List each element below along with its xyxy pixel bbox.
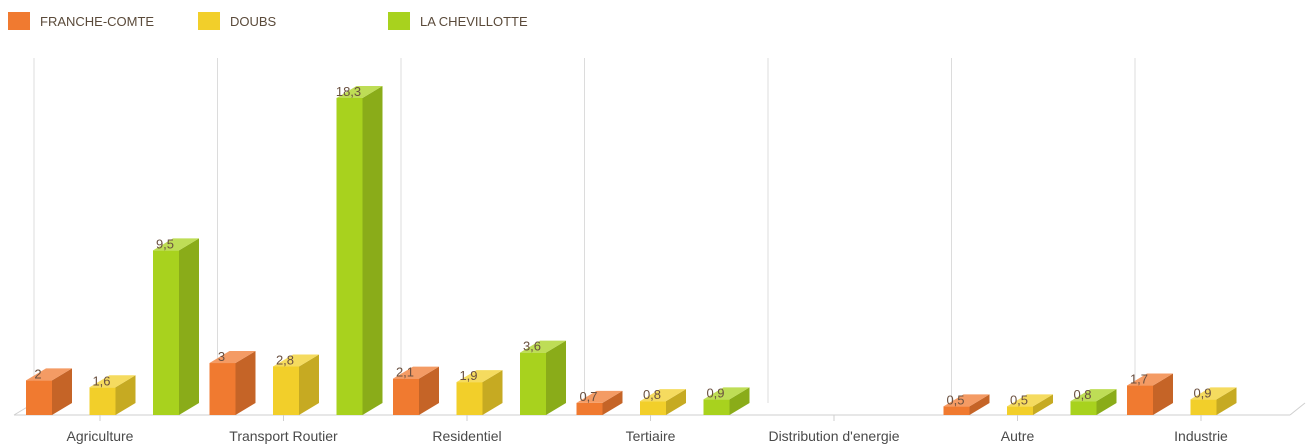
bar-side xyxy=(546,340,566,415)
bar-top xyxy=(153,238,199,251)
bar xyxy=(1007,406,1033,415)
x-tick-label: Autre xyxy=(1001,428,1035,444)
bar-top xyxy=(640,389,686,402)
data-label: 0,9 xyxy=(1193,385,1211,400)
bar-top xyxy=(336,86,383,98)
data-label: 1,7 xyxy=(1130,372,1148,387)
data-label: 18,3 xyxy=(336,84,361,99)
bar-top xyxy=(1127,373,1173,386)
bar-top xyxy=(576,390,623,403)
data-label: 0,8 xyxy=(643,387,661,402)
bar xyxy=(209,363,236,415)
bar-top xyxy=(520,340,566,353)
bar-side xyxy=(1153,373,1173,415)
data-label: 3 xyxy=(218,349,225,364)
bar-side xyxy=(1033,394,1053,415)
bar-side xyxy=(362,86,383,415)
data-label: 0,5 xyxy=(1010,392,1028,407)
data-label: 3,6 xyxy=(523,339,541,354)
bar xyxy=(456,382,483,415)
bar-top xyxy=(393,366,439,379)
bar-side xyxy=(729,387,750,415)
bar-side xyxy=(1216,387,1237,415)
legend-label-doubs: DOUBS xyxy=(230,14,277,29)
data-label: 2 xyxy=(34,366,41,381)
bar-side xyxy=(419,366,439,415)
bar-top xyxy=(943,394,990,407)
bar xyxy=(943,406,970,415)
bar-side xyxy=(602,390,623,415)
bar xyxy=(273,366,299,415)
bar xyxy=(520,352,546,415)
bar-top xyxy=(1070,389,1117,402)
bar-top xyxy=(209,351,256,364)
bar xyxy=(703,399,730,415)
bar xyxy=(153,250,179,415)
bar-side xyxy=(1096,389,1117,415)
bar-side xyxy=(482,370,503,415)
legend-label-franche-comte: FRANCHE-COMTE xyxy=(40,14,155,29)
data-label: 0,5 xyxy=(946,392,964,407)
bar-side xyxy=(666,389,686,415)
x-tick-label: Tertiaire xyxy=(626,428,676,444)
data-label: 0,7 xyxy=(579,389,597,404)
bar xyxy=(26,380,52,415)
legend-label-la-chevillotte: LA CHEVILLOTTE xyxy=(420,14,528,29)
legend-swatch-doubs xyxy=(198,12,220,30)
x-tick-label: Distribution d'energie xyxy=(768,428,899,444)
bar xyxy=(1070,401,1097,415)
bar-side xyxy=(52,368,72,415)
data-label: 0,9 xyxy=(706,385,724,400)
data-label: 2,1 xyxy=(396,365,414,380)
bar-top xyxy=(89,375,136,388)
bar xyxy=(1127,385,1153,415)
bar-side xyxy=(115,375,136,415)
bar xyxy=(89,387,116,415)
bar-top xyxy=(26,368,72,381)
bar-side xyxy=(969,394,990,415)
x-tick-label: Transport Routier xyxy=(229,428,338,444)
bar-top xyxy=(1007,394,1053,407)
bar-top xyxy=(273,354,319,367)
bar-side xyxy=(179,238,199,415)
bar-top xyxy=(1190,387,1237,400)
bar xyxy=(393,378,419,415)
data-label: 1,6 xyxy=(92,373,110,388)
floor-edge-right xyxy=(1289,402,1306,416)
data-label: 9,5 xyxy=(156,236,174,251)
bar xyxy=(640,401,666,415)
x-tick-label: Residentiel xyxy=(432,428,501,444)
bar-side xyxy=(299,354,319,415)
legend-swatch-la-chevillotte xyxy=(388,12,410,30)
legend-swatch-franche-comte xyxy=(8,12,30,30)
bar xyxy=(336,98,363,415)
x-tick-label: Industrie xyxy=(1174,428,1228,444)
bar-side xyxy=(235,351,256,415)
bar xyxy=(576,402,603,415)
data-label: 0,8 xyxy=(1073,387,1091,402)
bar-top xyxy=(456,370,503,383)
bar xyxy=(1190,399,1217,415)
bar-top xyxy=(703,387,750,400)
x-tick-label: Agriculture xyxy=(67,428,134,444)
data-label: 1,9 xyxy=(459,368,477,383)
data-label: 2,8 xyxy=(276,352,294,367)
